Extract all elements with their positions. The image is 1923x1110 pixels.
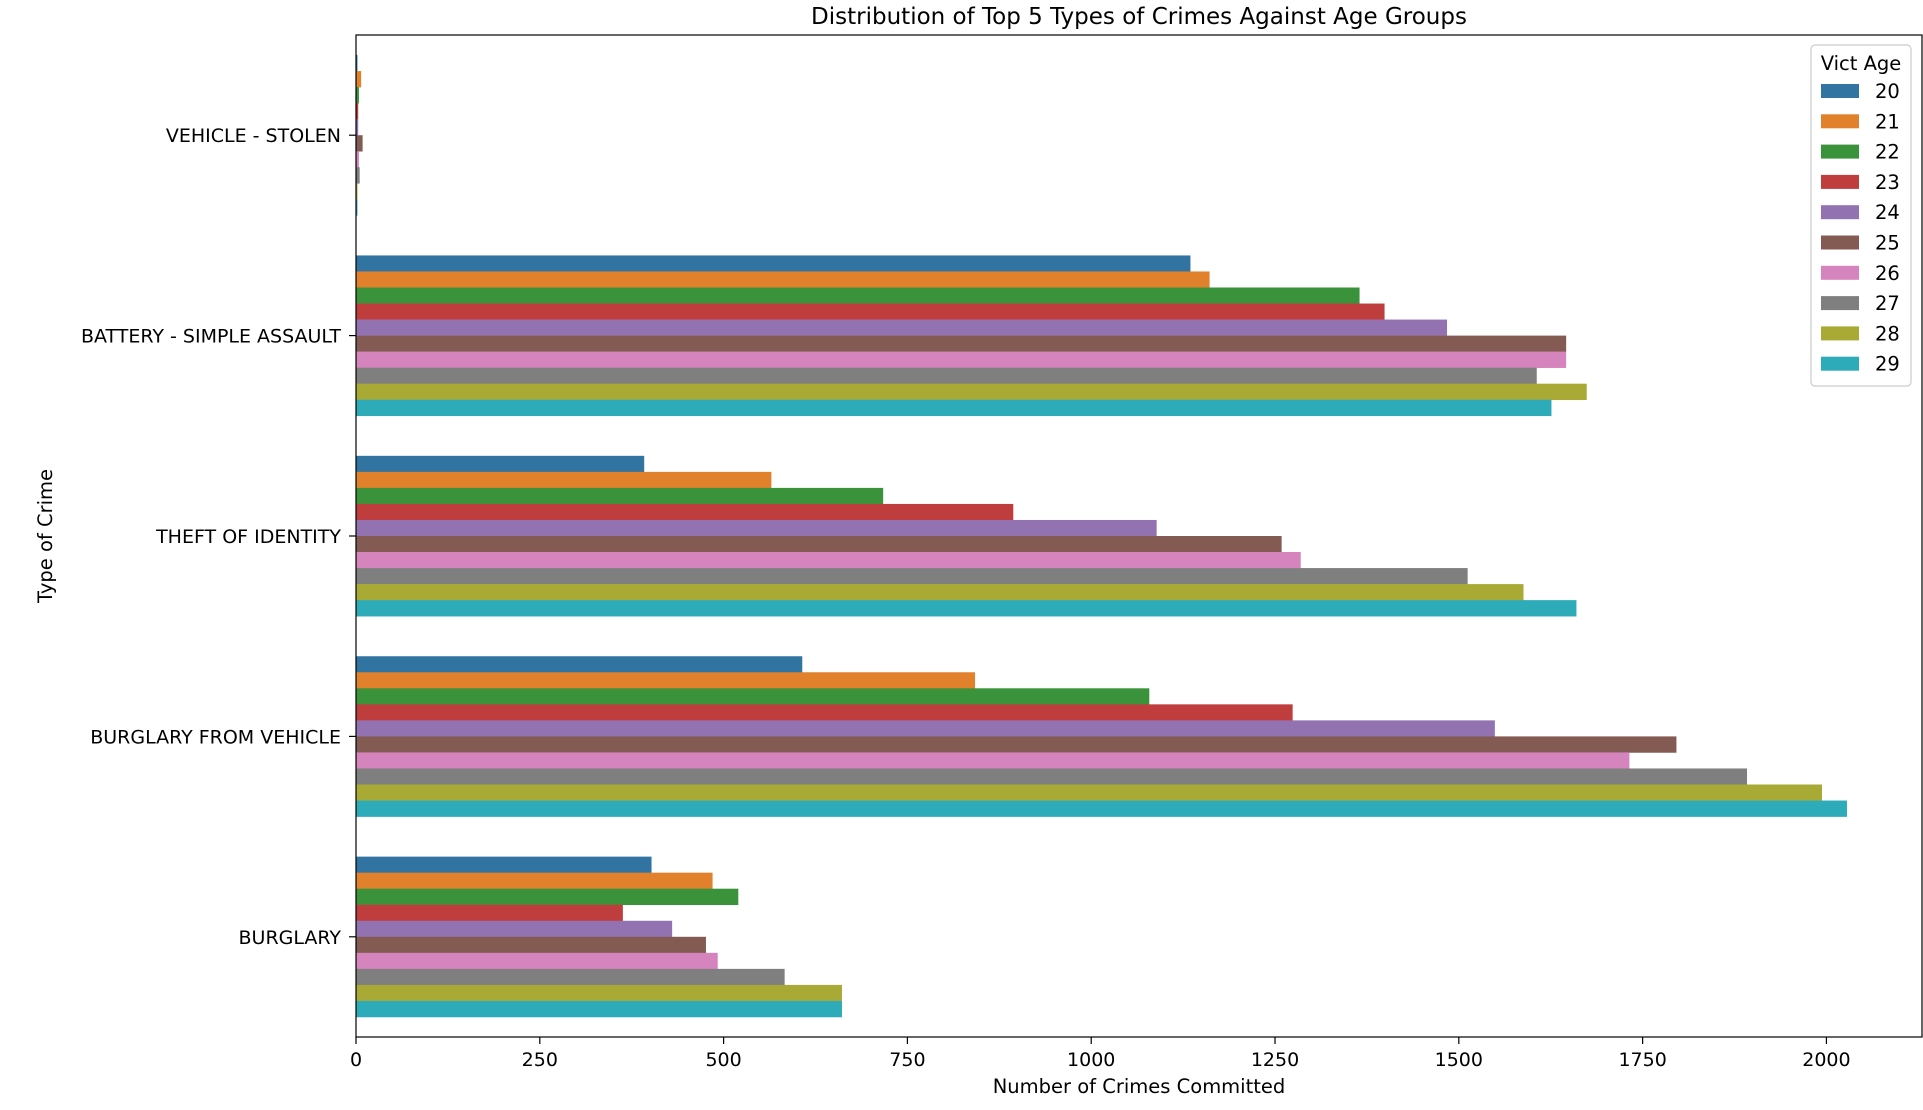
x-axis-label: Number of Crimes Committed [993,1075,1286,1098]
bar-29-2 [356,600,1577,617]
bar-22-3 [356,688,1150,705]
bar-26-2 [356,552,1301,569]
legend-label-24: 24 [1875,201,1900,224]
bar-26-0 [356,151,359,168]
bar-21-0 [356,71,362,88]
legend-swatch-29 [1821,356,1859,371]
legend-label-27: 27 [1875,292,1900,315]
bar-27-2 [356,568,1468,585]
bar-20-3 [356,656,803,673]
y-tick-label: BURGLARY [239,927,342,949]
x-tick-label: 1500 [1435,1049,1483,1071]
bar-25-3 [356,736,1677,753]
bar-23-4 [356,904,623,922]
bar-26-4 [356,952,718,970]
x-tick-label: 1000 [1067,1049,1115,1071]
bar-24-0 [356,119,359,136]
x-tick-label: 750 [889,1049,925,1071]
bar-27-3 [356,768,1748,785]
legend-label-28: 28 [1875,322,1900,345]
bar-22-1 [356,287,1360,304]
y-axis: VEHICLE - STOLEN BATTERY - SIMPLE ASSAULT… [81,125,356,949]
legend-label-23: 23 [1875,171,1900,194]
x-axis: 0 250 500 750 1000 1250 1500 1750 2000 [350,1037,1851,1071]
bar-23-1 [356,303,1385,320]
bar-23-2 [356,503,1014,521]
y-tick-label: BURGLARY FROM VEHICLE [90,726,341,748]
bar-28-3 [356,784,1823,801]
y-tick-label: VEHICLE - STOLEN [166,125,341,147]
bar-21-3 [356,672,976,689]
bar-23-0 [356,103,359,120]
bar-28-1 [356,383,1587,401]
bar-25-0 [356,135,363,152]
bar-29-0 [356,199,358,216]
y-tick-label: THEFT OF IDENTITY [155,526,341,548]
bar-27-1 [356,367,1537,384]
legend-swatch-26 [1821,265,1859,280]
x-tick-label: 250 [522,1049,558,1071]
bar-26-1 [356,351,1567,368]
bar-27-4 [356,968,785,986]
bar-24-4 [356,920,673,938]
bar-21-4 [356,872,713,889]
bar-25-1 [356,335,1567,352]
bar-20-0 [356,55,358,72]
legend-swatch-28 [1821,326,1859,341]
legend-label-29: 29 [1875,353,1900,376]
bar-28-0 [356,183,358,200]
bar-28-4 [356,984,842,1002]
bar-24-1 [356,319,1448,336]
legend-swatch-21 [1821,114,1859,129]
bar-24-3 [356,720,1495,737]
legend-label-21: 21 [1875,110,1900,133]
bar-24-2 [356,519,1157,537]
bar-20-4 [356,856,652,873]
x-tick-label: 500 [705,1049,741,1071]
bars-layer [356,55,1848,1018]
y-tick-label: BATTERY - SIMPLE ASSAULT [81,326,341,348]
bar-22-4 [356,888,739,906]
x-tick-label: 1750 [1618,1049,1666,1071]
x-tick-label: 0 [350,1049,362,1071]
bar-25-2 [356,536,1282,553]
bar-21-1 [356,271,1210,288]
bar-25-4 [356,936,706,954]
bar-26-3 [356,752,1630,769]
bar-20-2 [356,455,645,473]
legend-label-22: 22 [1875,141,1900,164]
legend-label-25: 25 [1875,232,1900,255]
bar-23-3 [356,704,1293,721]
legend-title: Vict Age [1821,52,1902,75]
legend: Vict Age 20 21 22 23 24 25 26 27 28 29 [1810,44,1912,387]
bar-28-2 [356,584,1524,601]
legend-swatch-27 [1821,296,1859,311]
bar-27-0 [356,167,360,184]
bar-22-2 [356,487,884,505]
bar-22-0 [356,87,359,104]
bar-20-1 [356,255,1191,272]
legend-label-26: 26 [1875,262,1900,285]
x-tick-label: 1250 [1251,1049,1299,1071]
legend-label-20: 20 [1875,80,1900,103]
legend-swatch-20 [1821,84,1859,98]
legend-swatch-23 [1821,174,1859,189]
y-axis-label: Type of Crime [34,469,57,604]
legend-swatch-22 [1821,144,1859,159]
legend-swatch-24 [1821,205,1859,220]
bar-29-3 [356,800,1848,817]
legend-swatch-25 [1821,235,1859,250]
bar-29-1 [356,399,1552,417]
bar-29-4 [356,1000,842,1018]
chart-title: Distribution of Top 5 Types of Crimes Ag… [811,4,1467,30]
bar-21-2 [356,471,772,489]
x-tick-label: 2000 [1802,1049,1850,1071]
